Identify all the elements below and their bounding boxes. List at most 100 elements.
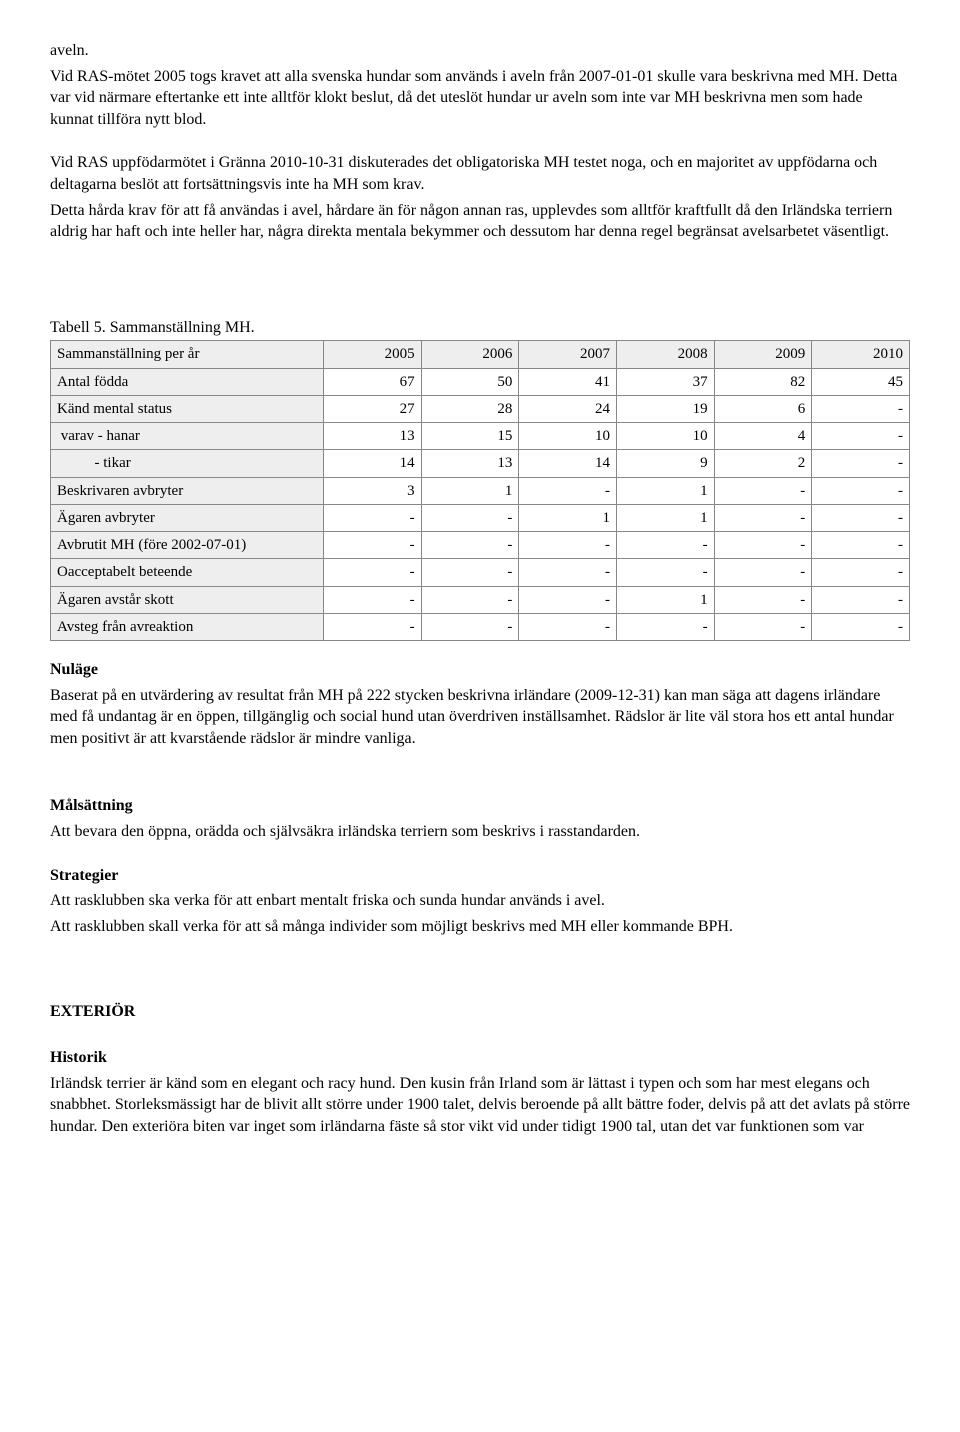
table-cell: - <box>324 532 422 559</box>
table-cell: - <box>812 559 910 586</box>
nulage-heading: Nuläge <box>50 659 910 681</box>
table-year-col: 2006 <box>421 341 519 368</box>
historik-body: Irländsk terrier är känd som en elegant … <box>50 1073 910 1138</box>
table-row-label: varav - hanar <box>51 423 324 450</box>
malsattning-section: Målsättning Att bevara den öppna, orädda… <box>50 795 910 842</box>
table-row-label: Antal födda <box>51 368 324 395</box>
table-row-label: Ägaren avbryter <box>51 504 324 531</box>
table-cell: 27 <box>324 395 422 422</box>
table-cell: - <box>616 613 714 640</box>
table-cell: 2 <box>714 450 812 477</box>
table-row-label: Ägaren avstår skott <box>51 586 324 613</box>
table-cell: - <box>421 532 519 559</box>
table-cell: - <box>421 559 519 586</box>
intro-p3: Detta hårda krav för att få användas i a… <box>50 200 910 243</box>
table-cell: 45 <box>812 368 910 395</box>
table-cell: 10 <box>616 423 714 450</box>
table-cell: - <box>421 613 519 640</box>
table-cell: - <box>324 559 422 586</box>
table-cell: - <box>812 532 910 559</box>
table-row: Antal födda675041378245 <box>51 368 910 395</box>
table-cell: 28 <box>421 395 519 422</box>
table-row: varav - hanar131510104- <box>51 423 910 450</box>
intro-paragraph-2: Vid RAS uppfödarmötet i Gränna 2010-10-3… <box>50 152 910 242</box>
table-year-col: 2005 <box>324 341 422 368</box>
table-row: Avsteg från avreaktion------ <box>51 613 910 640</box>
table-cell: 37 <box>616 368 714 395</box>
exterior-title: EXTERIÖR <box>50 1001 910 1023</box>
table-cell: - <box>812 450 910 477</box>
nulage-body: Baserat på en utvärdering av resultat fr… <box>50 685 910 750</box>
table-cell: 82 <box>714 368 812 395</box>
table-cell: 9 <box>616 450 714 477</box>
table-year-col: 2010 <box>812 341 910 368</box>
table-cell: - <box>519 477 617 504</box>
table-cell: - <box>812 423 910 450</box>
table-cell: - <box>519 613 617 640</box>
table-row-label: Oacceptabelt beteende <box>51 559 324 586</box>
table-cell: 67 <box>324 368 422 395</box>
table-year-col: 2007 <box>519 341 617 368</box>
intro-line-1: aveln. <box>50 40 910 62</box>
table-cell: - <box>714 532 812 559</box>
table-cell: 1 <box>616 504 714 531</box>
table-cell: 13 <box>421 450 519 477</box>
table-title: Tabell 5. Sammanställning MH. <box>50 317 910 339</box>
table-cell: - <box>812 613 910 640</box>
historik-heading: Historik <box>50 1047 910 1069</box>
table-cell: - <box>812 504 910 531</box>
table-cell: - <box>519 532 617 559</box>
table-cell: - <box>714 613 812 640</box>
table-cell: 1 <box>421 477 519 504</box>
intro-paragraph-1: aveln. Vid RAS-mötet 2005 togs kravet at… <box>50 40 910 130</box>
mh-summary-table: Sammanställning per år 2005 2006 2007 20… <box>50 340 910 641</box>
table-cell: - <box>324 613 422 640</box>
nulage-section: Nuläge Baserat på en utvärdering av resu… <box>50 659 910 749</box>
table-header-row: Sammanställning per år 2005 2006 2007 20… <box>51 341 910 368</box>
table-cell: - <box>616 532 714 559</box>
table-cell: - <box>812 395 910 422</box>
exterior-section: EXTERIÖR Historik Irländsk terrier är kä… <box>50 1001 910 1137</box>
table-row-label: Känd mental status <box>51 395 324 422</box>
table-cell: - <box>324 504 422 531</box>
table-row-label: Avbrutit MH (före 2002-07-01) <box>51 532 324 559</box>
table-cell: 6 <box>714 395 812 422</box>
table-row: Oacceptabelt beteende------ <box>51 559 910 586</box>
malsattning-body: Att bevara den öppna, orädda och självsä… <box>50 821 910 843</box>
table-year-col: 2008 <box>616 341 714 368</box>
table-header-label: Sammanställning per år <box>51 341 324 368</box>
table-cell: 13 <box>324 423 422 450</box>
table-cell: 24 <box>519 395 617 422</box>
table-row-label: Beskrivaren avbryter <box>51 477 324 504</box>
table-cell: 41 <box>519 368 617 395</box>
table-cell: - <box>324 586 422 613</box>
table-cell: - <box>714 477 812 504</box>
table-cell: 1 <box>616 477 714 504</box>
table-cell: - <box>812 586 910 613</box>
table-year-col: 2009 <box>714 341 812 368</box>
table-row: Ägaren avstår skott---1-- <box>51 586 910 613</box>
table-row: Ägaren avbryter--11-- <box>51 504 910 531</box>
table-cell: - <box>714 586 812 613</box>
table-row: Känd mental status272824196- <box>51 395 910 422</box>
table-cell: - <box>421 586 519 613</box>
table-row: Beskrivaren avbryter31-1-- <box>51 477 910 504</box>
table-cell: - <box>616 559 714 586</box>
table-cell: 14 <box>519 450 617 477</box>
table-cell: 15 <box>421 423 519 450</box>
intro-line-2: Vid RAS-mötet 2005 togs kravet att alla … <box>50 66 910 131</box>
strategier-line-2: Att rasklubben skall verka för att så må… <box>50 916 910 938</box>
table-row: - tikar14131492- <box>51 450 910 477</box>
table-row-label: Avsteg från avreaktion <box>51 613 324 640</box>
table-cell: 14 <box>324 450 422 477</box>
strategier-heading: Strategier <box>50 865 910 887</box>
malsattning-heading: Målsättning <box>50 795 910 817</box>
strategier-section: Strategier Att rasklubben ska verka för … <box>50 865 910 938</box>
table-cell: - <box>714 559 812 586</box>
table-cell: 1 <box>616 586 714 613</box>
table-row-label: - tikar <box>51 450 324 477</box>
table-cell: 4 <box>714 423 812 450</box>
table-row: Avbrutit MH (före 2002-07-01)------ <box>51 532 910 559</box>
strategier-line-1: Att rasklubben ska verka för att enbart … <box>50 890 910 912</box>
table-cell: - <box>519 559 617 586</box>
